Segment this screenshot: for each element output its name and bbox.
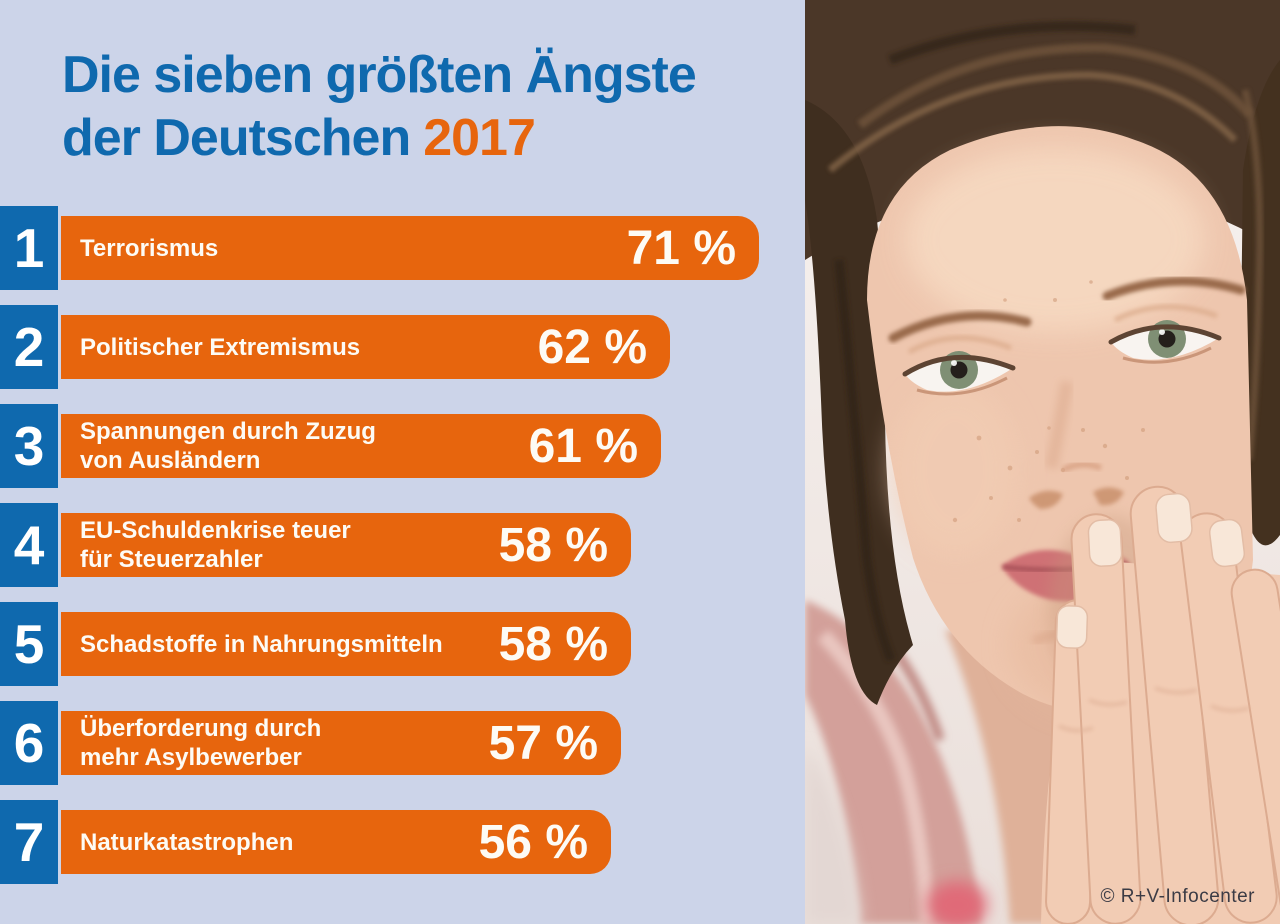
fear-value: 57 % [488, 716, 598, 770]
fear-label: Politischer Extremismus [80, 333, 361, 361]
rank-badge: 1 [0, 206, 58, 290]
fear-value: 61 % [528, 419, 638, 473]
right-eye [1108, 304, 1222, 364]
fear-label: Überforderung durch mehr Asylbewerber [80, 715, 322, 771]
fear-row: 7 Naturkatastrophen 56 % [0, 800, 805, 884]
rank-badge: 2 [0, 305, 58, 389]
hand [1041, 485, 1280, 924]
fear-value: 58 % [498, 617, 608, 671]
fear-label: Spannungen durch Zuzug von Ausländern [80, 418, 376, 474]
rank-badge: 7 [0, 800, 58, 884]
fear-row: 6 Überforderung durch mehr Asylbewerber … [0, 701, 805, 785]
fear-row: 1 Terrorismus 71 % [0, 206, 805, 290]
fear-bar: Politischer Extremismus 62 % [61, 315, 670, 379]
fear-label: Naturkatastrophen [80, 828, 294, 856]
page-title: Die sieben größten Ängste der Deutschen 2… [62, 44, 697, 170]
fear-bar: Schadstoffe in Nahrungsmitteln 58 % [61, 612, 631, 676]
fear-value: 71 % [626, 221, 736, 275]
fear-row: 3 Spannungen durch Zuzug von Ausländern … [0, 404, 805, 488]
fear-value: 62 % [537, 320, 647, 374]
fear-row: 2 Politischer Extremismus 62 % [0, 305, 805, 389]
fear-bar: Naturkatastrophen 56 % [61, 810, 611, 874]
fear-bar-list: 1 Terrorismus 71 % 2 Politischer Extremi… [0, 206, 805, 899]
fear-bar: Terrorismus 71 % [61, 216, 759, 280]
eyebrows [888, 276, 1246, 343]
title-line-1: Die sieben größten Ängste [62, 46, 697, 104]
rank-badge: 6 [0, 701, 58, 785]
title-line-2-text: der Deutschen [62, 109, 411, 167]
fear-value: 58 % [498, 518, 608, 572]
fear-label: Terrorismus [80, 234, 219, 262]
fear-label: EU-Schuldenkrise teuer für Steuerzahler [80, 517, 351, 573]
title-line-2: der Deutschen 2017 [62, 107, 696, 170]
fear-bar: Spannungen durch Zuzug von Ausländern 61… [61, 414, 661, 478]
shirt-collar [805, 600, 987, 924]
left-eye [902, 335, 1016, 396]
chart-panel: Die sieben größten Ängste der Deutschen 2… [0, 44, 805, 899]
rank-badge: 4 [0, 503, 58, 587]
fingernails [1055, 492, 1246, 649]
credit-text: © R+V-Infocenter [1100, 886, 1255, 907]
fear-row: 4 EU-Schuldenkrise teuer für Steuerzahle… [0, 503, 805, 587]
rank-badge: 5 [0, 602, 58, 686]
rank-badge: 3 [0, 404, 58, 488]
title-year: 2017 [423, 109, 536, 167]
fear-value: 56 % [478, 815, 588, 869]
portrait-photo-illustration [805, 0, 1280, 924]
fear-row: 5 Schadstoffe in Nahrungsmitteln 58 % [0, 602, 805, 686]
woman-covering-mouth-photo: © R+V-Infocenter [805, 0, 1280, 924]
nose [1029, 380, 1124, 509]
fear-bar: EU-Schuldenkrise teuer für Steuerzahler … [61, 513, 631, 577]
fear-label: Schadstoffe in Nahrungsmitteln [80, 630, 443, 658]
fear-bar: Überforderung durch mehr Asylbewerber 57… [61, 711, 621, 775]
